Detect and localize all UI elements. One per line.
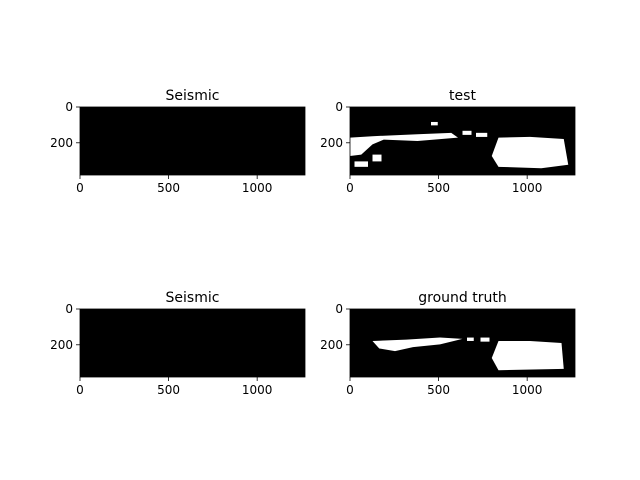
ground-truth-image bbox=[350, 309, 575, 377]
mask-speck bbox=[462, 130, 472, 135]
mask-speck bbox=[372, 154, 382, 162]
y-tick-label: 200 bbox=[50, 136, 73, 150]
axes-frame bbox=[349, 308, 576, 378]
x-tick-label: 0 bbox=[76, 181, 84, 195]
x-tick-label: 500 bbox=[157, 383, 180, 397]
y-tick-label: 0 bbox=[65, 302, 73, 316]
mask-speck bbox=[476, 132, 488, 137]
contour-left-region bbox=[80, 309, 305, 377]
y-tick-label: 200 bbox=[320, 338, 343, 352]
chart-title: test bbox=[449, 88, 476, 104]
y-tick-label: 200 bbox=[50, 338, 73, 352]
y-tick-label: 0 bbox=[335, 100, 343, 114]
axes-frame bbox=[349, 106, 576, 176]
test-mask-image bbox=[350, 107, 575, 175]
x-tick-label: 0 bbox=[346, 383, 354, 397]
mask-speck bbox=[354, 161, 368, 167]
mask-regions bbox=[372, 337, 564, 371]
x-tick-label: 1000 bbox=[512, 181, 543, 195]
contour-overlay bbox=[80, 107, 305, 175]
seismic-panel-bottom: Seismic 0 500 1000 0 200 bbox=[50, 290, 306, 397]
chart-title: Seismic bbox=[166, 290, 220, 306]
mask-regions bbox=[350, 121, 569, 169]
mask-right-blob bbox=[491, 340, 564, 371]
mask-speck bbox=[431, 121, 438, 126]
contour-upper-strip bbox=[110, 107, 248, 175]
mask-right-blob bbox=[491, 136, 569, 169]
test-mask-panel: test 0 500 1000 0 200 bbox=[320, 88, 576, 195]
mask-left-patches bbox=[372, 337, 463, 352]
x-tick-label: 0 bbox=[76, 383, 84, 397]
x-tick-label: 0 bbox=[346, 181, 354, 195]
contour-upper-strip bbox=[110, 309, 266, 377]
x-tick-label: 1000 bbox=[512, 383, 543, 397]
seismic-panel-top: Seismic 0 500 1000 0 200 bbox=[50, 88, 306, 195]
y-tick-label: 200 bbox=[320, 136, 343, 150]
seismic-image bbox=[80, 107, 305, 175]
y-tick-label: 0 bbox=[65, 100, 73, 114]
x-tick-label: 500 bbox=[157, 181, 180, 195]
x-tick-label: 500 bbox=[427, 181, 450, 195]
mask-left-patches bbox=[350, 132, 458, 156]
x-tick-label: 500 bbox=[427, 383, 450, 397]
axes-frame bbox=[79, 106, 306, 176]
ground-truth-panel: ground truth 0 500 1000 0 200 bbox=[320, 290, 576, 397]
seismic-image bbox=[80, 309, 305, 377]
contour-overlay bbox=[80, 309, 305, 377]
chart-title: ground truth bbox=[418, 290, 506, 306]
x-tick-label: 1000 bbox=[242, 181, 273, 195]
mask-speck bbox=[480, 337, 490, 342]
y-tick-label: 0 bbox=[335, 302, 343, 316]
chart-title: Seismic bbox=[166, 88, 220, 104]
mask-speck bbox=[467, 337, 474, 341]
x-tick-label: 1000 bbox=[242, 383, 273, 397]
axes-frame bbox=[79, 308, 306, 378]
